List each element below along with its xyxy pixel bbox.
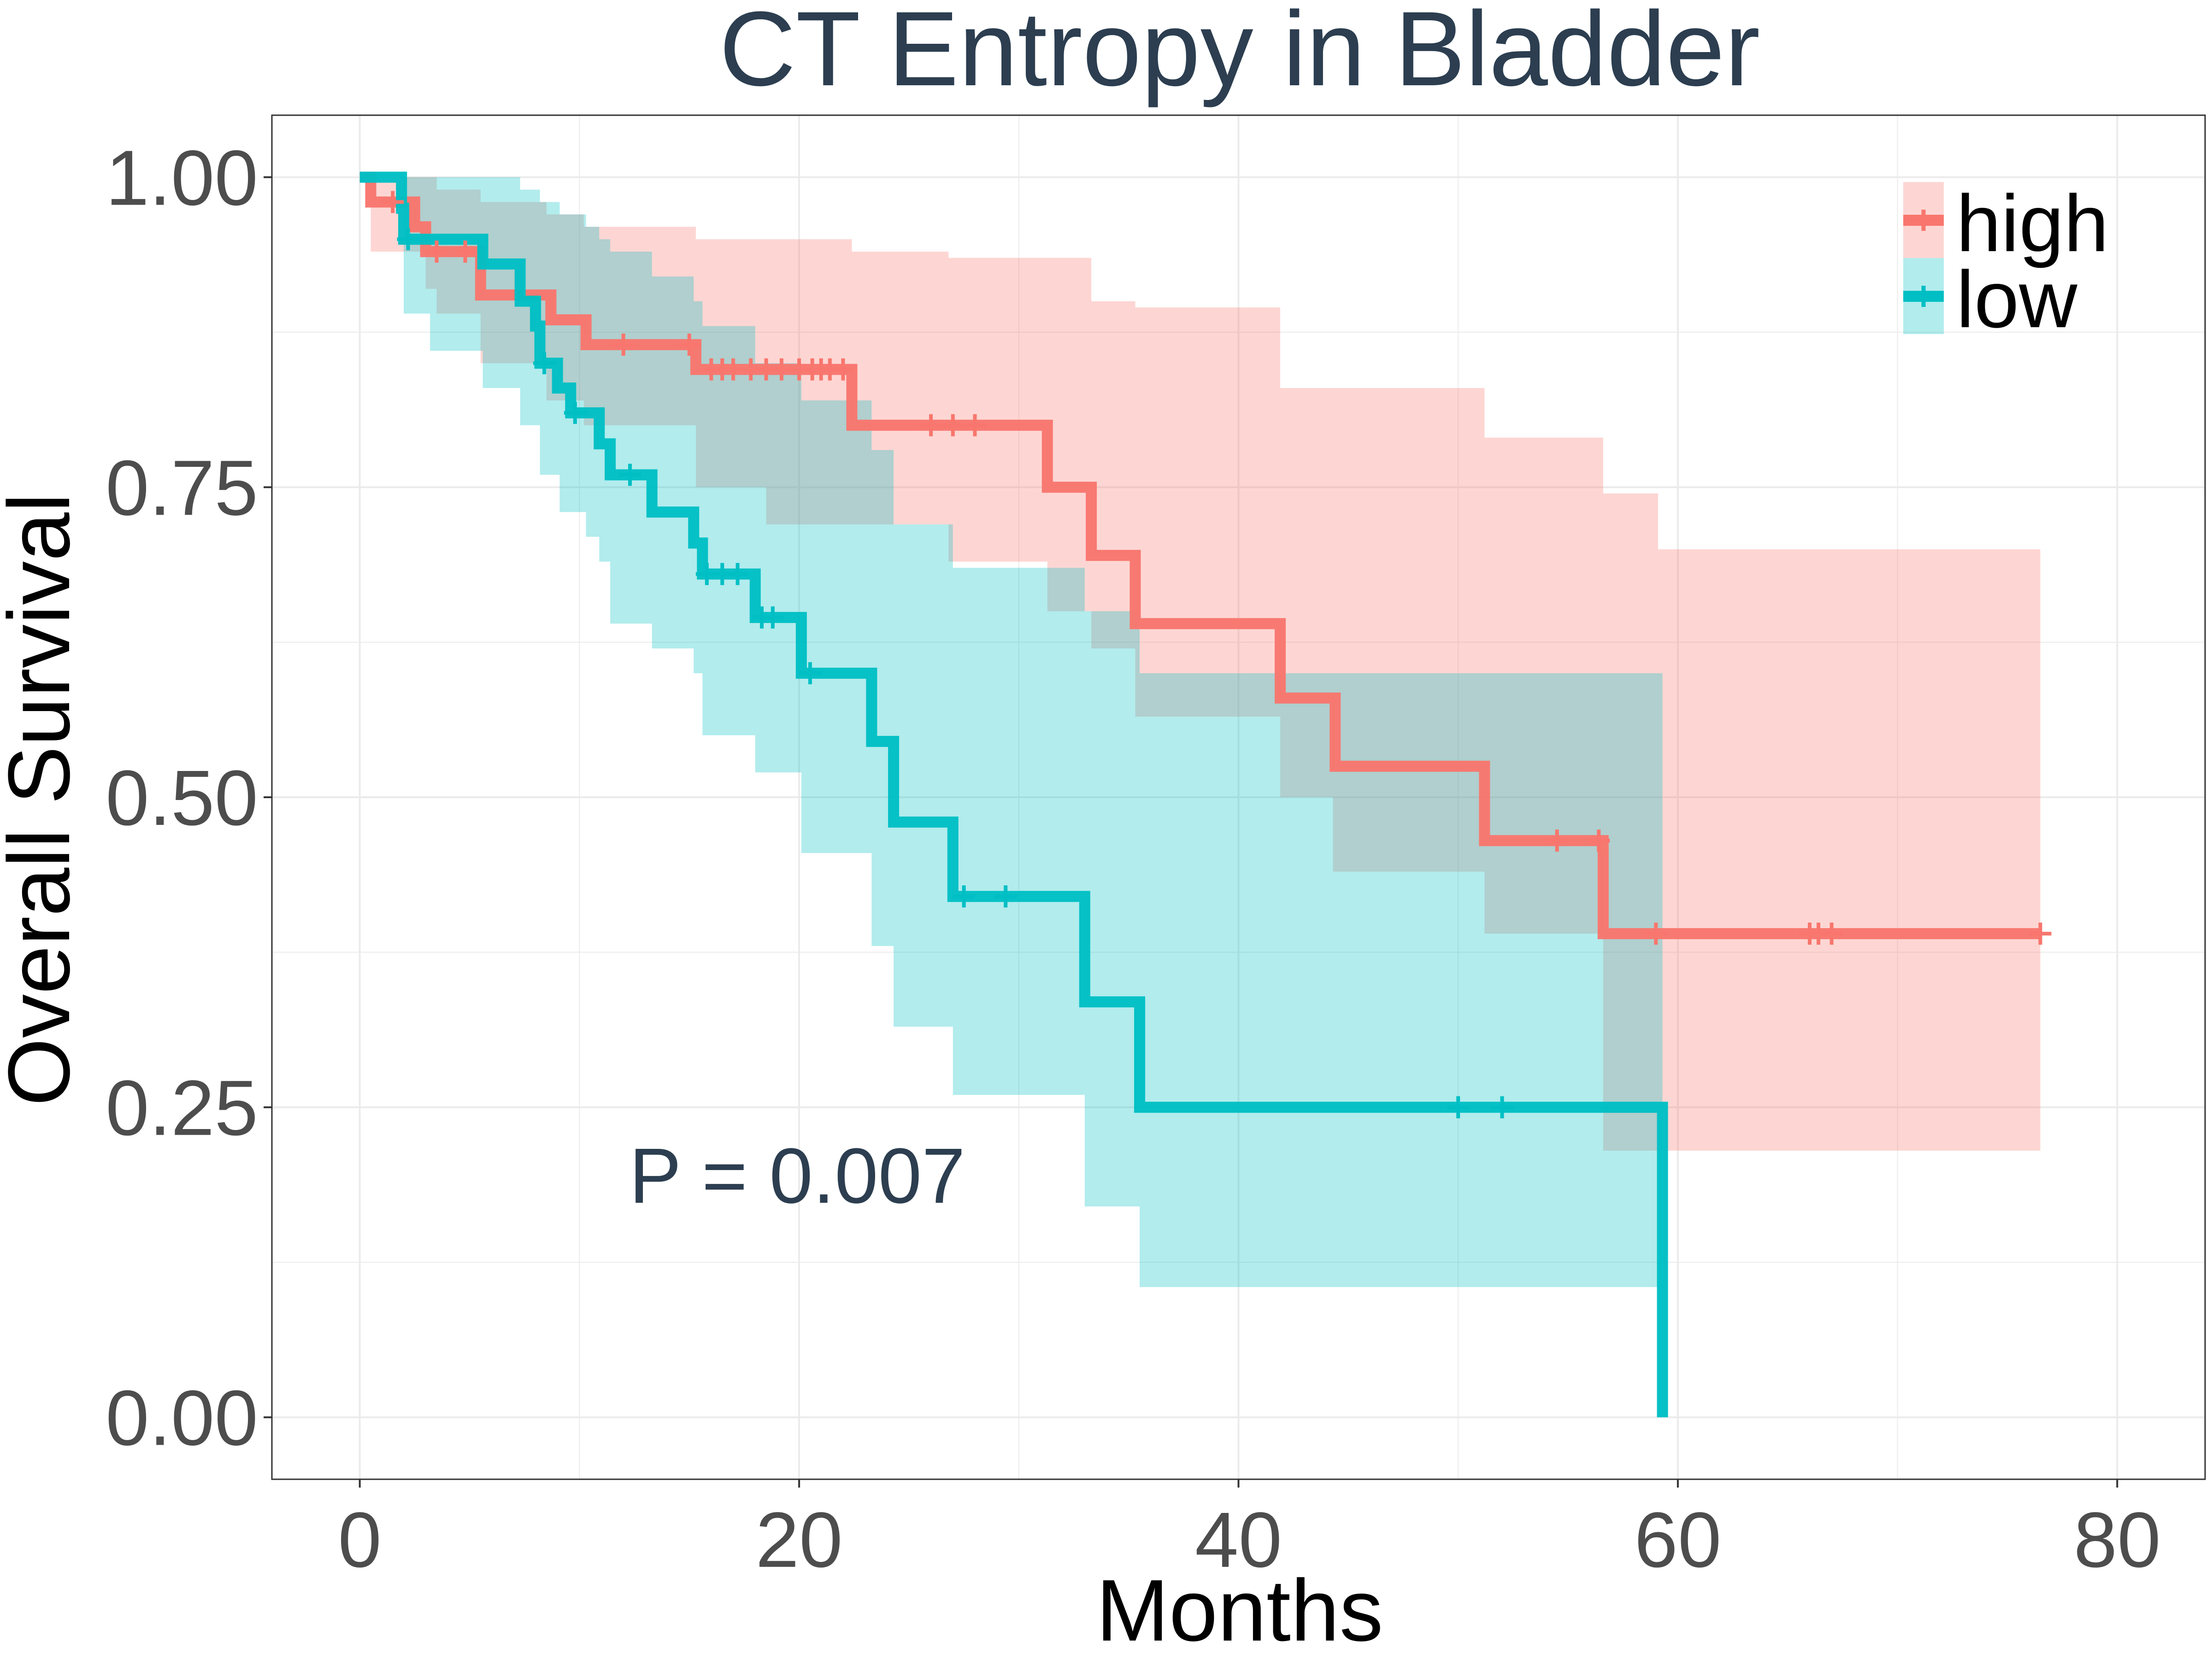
y-tick-label: 1.00 xyxy=(106,135,258,222)
censor-marks xyxy=(382,191,2052,1118)
legend-label-high: high xyxy=(1956,179,2109,269)
y-axis-label: Overall Survival xyxy=(0,493,88,1106)
x-tick-label: 80 xyxy=(2074,1496,2161,1584)
chart-title: CT Entropy in Bladder xyxy=(719,0,1760,108)
y-tick-label: 0.75 xyxy=(106,444,258,532)
ci-band-high xyxy=(359,177,2041,1151)
ci-band-low xyxy=(359,177,1663,1287)
legend-label-low: low xyxy=(1956,255,2077,345)
x-axis-ticks: 0 20 40 60 80 xyxy=(338,1479,2161,1584)
x-tick-label: 40 xyxy=(1195,1496,1282,1584)
legend-item-high: high xyxy=(1903,179,2109,269)
x-tick-label: 0 xyxy=(338,1496,382,1584)
y-tick-label: 0.00 xyxy=(106,1374,258,1462)
grid xyxy=(272,115,2205,1479)
legend-item-low: low xyxy=(1903,255,2077,345)
confidence-bands xyxy=(359,177,2041,1287)
legend: high low xyxy=(1903,179,2109,345)
x-tick-label: 20 xyxy=(756,1496,843,1584)
y-tick-label: 0.25 xyxy=(106,1065,258,1152)
x-axis-label: Months xyxy=(1096,1562,1383,1659)
survival-curve-low xyxy=(359,171,1668,1418)
y-axis-ticks: 0.00 0.25 0.50 0.75 1.00 xyxy=(106,135,272,1462)
x-tick-label: 60 xyxy=(1634,1496,1721,1584)
y-tick-label: 0.50 xyxy=(106,754,258,842)
p-value-annotation: P = 0.007 xyxy=(629,1132,965,1220)
